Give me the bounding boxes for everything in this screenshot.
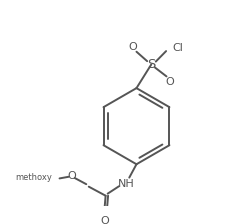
Text: Cl: Cl [173, 43, 184, 53]
Text: O: O [67, 170, 76, 181]
Text: O: O [128, 42, 137, 52]
Text: S: S [147, 58, 155, 71]
Text: O: O [166, 77, 175, 86]
Text: NH: NH [118, 179, 135, 189]
Text: methoxy: methoxy [15, 173, 52, 182]
Text: O: O [100, 215, 109, 224]
